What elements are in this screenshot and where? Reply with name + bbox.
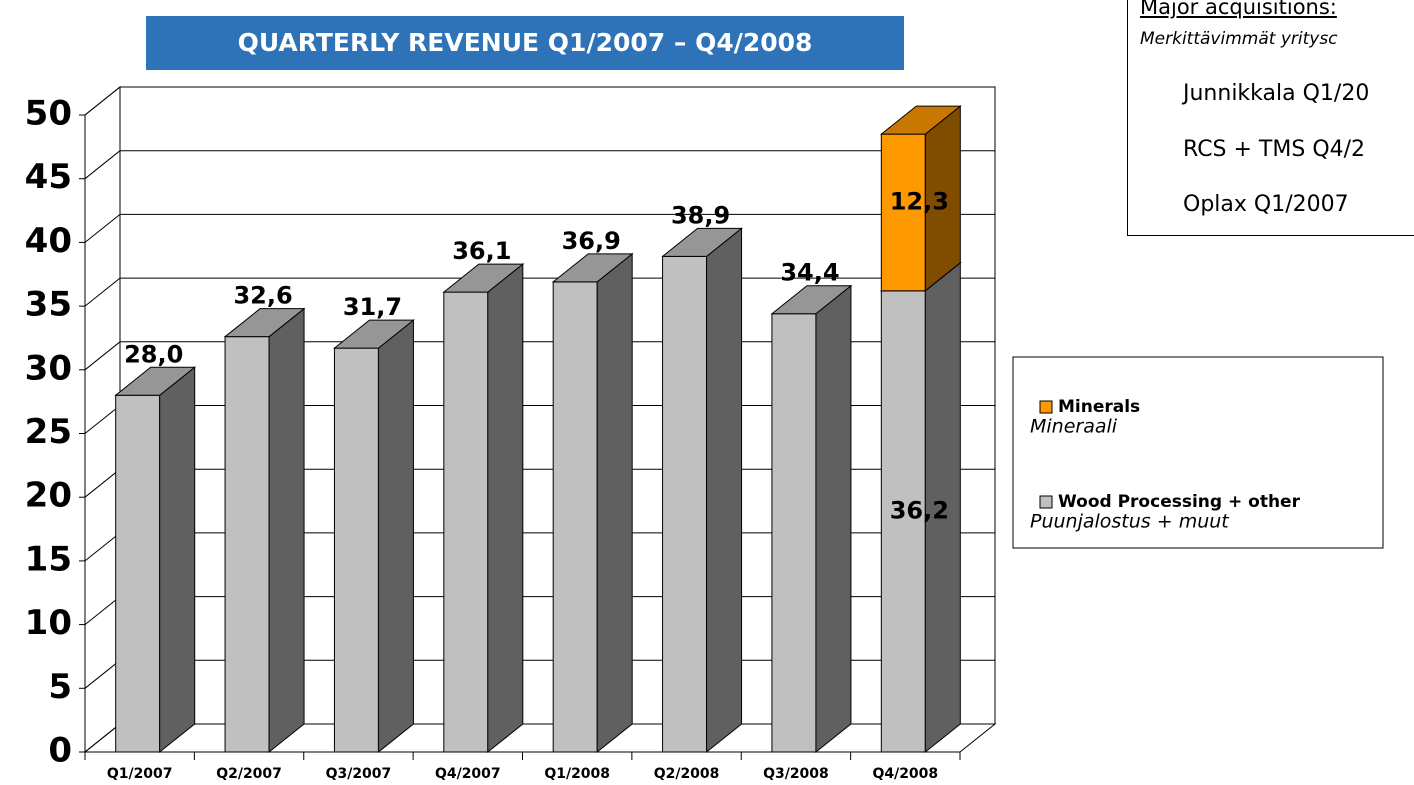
bar-top [333, 319, 415, 349]
y-tick-label: 40 [25, 221, 72, 261]
bar [880, 290, 926, 753]
grid-line [84, 341, 121, 371]
chart-title: QUARTERLY REVENUE Q1/2007 – Q4/2008 [238, 28, 813, 57]
y-tick-label: 50 [25, 94, 72, 134]
legend-label: Wood Processing + other [1058, 492, 1301, 512]
grid-line [84, 532, 121, 562]
y-tick-label: 20 [25, 476, 72, 516]
bar [115, 394, 161, 753]
grid-line [84, 596, 121, 625]
data-label: 34,4 [780, 259, 839, 287]
bar-side [377, 319, 414, 754]
bar-top [551, 253, 634, 283]
grid-line [84, 86, 121, 116]
bar-top [223, 308, 306, 338]
y-tick-label: 25 [25, 412, 72, 452]
legend-swatch [1039, 495, 1053, 509]
bar-top [661, 227, 743, 257]
data-label: 31,7 [343, 293, 402, 321]
acq-item: Oplax Q1/2007 [1183, 192, 1349, 217]
y-tick-label: 15 [25, 539, 72, 579]
data-label: 36,2 [890, 496, 949, 524]
x-tick-label: Q1/2007 [107, 766, 173, 782]
bar-side [596, 252, 633, 754]
x-tick-label: Q2/2007 [216, 766, 282, 782]
bar-top [770, 285, 853, 315]
bar-top [879, 105, 962, 135]
y-tick-label: 0 [48, 731, 72, 771]
bar-side [159, 366, 196, 754]
bar [443, 291, 489, 753]
y-tick-label: 35 [25, 285, 72, 325]
bar-top [442, 263, 525, 293]
legend-box [1012, 356, 1384, 549]
bar [771, 313, 817, 753]
x-tick-label: Q4/2008 [872, 766, 938, 782]
data-label: 36,9 [562, 227, 621, 255]
x-tick-label: Q3/2008 [763, 766, 829, 782]
data-label: 36,1 [452, 237, 511, 265]
legend-label-fi: Mineraali [1030, 416, 1118, 438]
bar-side [268, 307, 305, 754]
grid-line [84, 723, 121, 753]
bar [333, 347, 379, 753]
acq-heading: Major acquisitions: [1140, 0, 1337, 19]
bar-side [706, 227, 743, 754]
bar [662, 255, 708, 753]
y-tick-label: 45 [25, 157, 72, 197]
legend-label-fi: Puunjalostus + muut [1030, 511, 1230, 533]
data-label: 28,0 [124, 340, 183, 368]
x-tick-label: Q4/2007 [435, 766, 501, 782]
data-label: 12,3 [890, 187, 949, 215]
grid-line [84, 659, 121, 689]
floor [83, 723, 997, 753]
legend-swatch [1039, 400, 1053, 414]
x-tick-label: Q3/2007 [326, 766, 392, 782]
grid-line [84, 150, 121, 180]
y-tick-label: 30 [25, 348, 72, 388]
grid-line [84, 405, 121, 434]
legend-label: Minerals [1058, 397, 1140, 417]
title-box [146, 16, 904, 70]
acquisitions-box: Major acquisitions: Merkittävimmät yrity… [1127, 0, 1414, 236]
data-label: 38,9 [671, 201, 730, 229]
bar-top [114, 366, 197, 396]
bar [880, 133, 926, 292]
data-label: 32,6 [233, 282, 292, 310]
bar [224, 336, 270, 753]
grid-line [84, 214, 121, 243]
bar [552, 281, 598, 753]
grid-line [84, 468, 121, 498]
grid-line [84, 277, 121, 307]
y-tick-label: 5 [48, 667, 72, 707]
x-tick-label: Q2/2008 [654, 766, 720, 782]
acq-item: RCS + TMS Q4/2 [1183, 137, 1366, 162]
bar-side [815, 284, 852, 754]
acq-heading-fi: Merkittävimmät yritysc [1140, 29, 1338, 49]
y-tick-label: 10 [25, 603, 72, 643]
x-tick-label: Q1/2008 [544, 766, 610, 782]
bar-side [487, 263, 524, 754]
acq-item: Junnikkala Q1/20 [1183, 81, 1370, 106]
